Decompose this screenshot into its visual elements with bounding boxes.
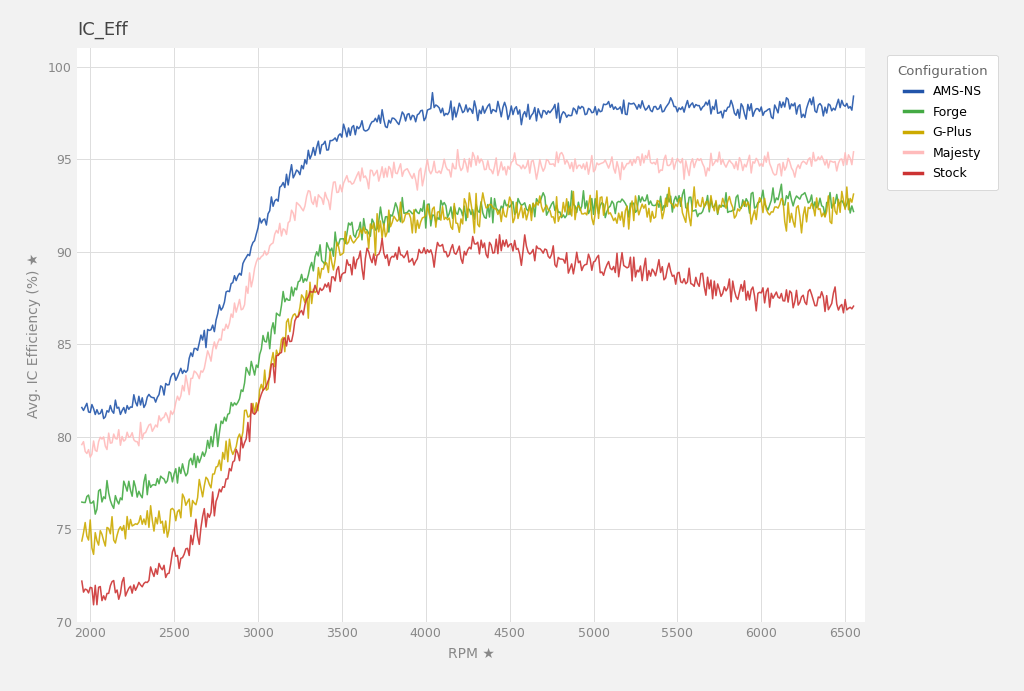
- X-axis label: RPM ★: RPM ★: [447, 647, 495, 661]
- Legend: AMS-NS, Forge, G-Plus, Majesty, Stock: AMS-NS, Forge, G-Plus, Majesty, Stock: [888, 55, 998, 190]
- Text: IC_Eff: IC_Eff: [77, 21, 127, 39]
- Y-axis label: Avg. IC Efficiency (%) ★: Avg. IC Efficiency (%) ★: [27, 252, 41, 418]
